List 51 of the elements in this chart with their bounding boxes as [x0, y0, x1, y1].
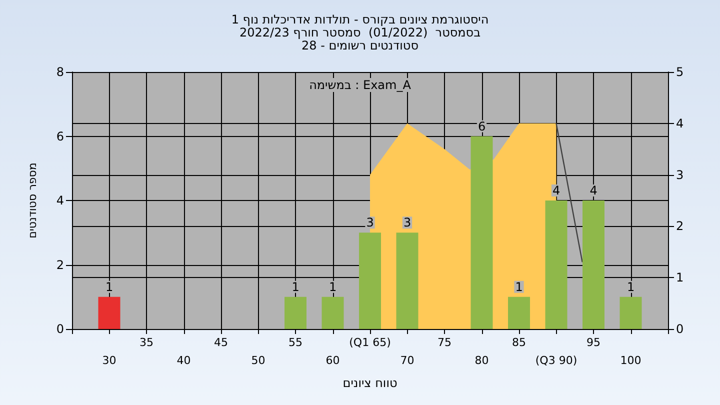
data-label: 1 [515, 280, 523, 294]
x-tick-label: (Q3 90) [535, 354, 578, 367]
annotation: במשימה : Exam_A [309, 78, 412, 92]
bar [359, 232, 381, 329]
bar [470, 136, 493, 329]
x-tick-label: 30 [102, 354, 116, 367]
data-label: 1 [105, 280, 114, 294]
bar [98, 296, 120, 329]
data-label: 1 [328, 280, 337, 294]
y-tick-label: 8 [56, 65, 64, 79]
y2-tick-label: 0 [676, 322, 684, 336]
x2-tick-label: 85 [512, 336, 526, 349]
data-label: 4 [590, 184, 598, 198]
y-tick-label: 0 [56, 322, 64, 336]
bar [284, 296, 306, 329]
x2-tick-label: 45 [214, 336, 228, 349]
bar [620, 296, 642, 329]
y2-tick-label: 4 [676, 116, 684, 130]
data-label: 1 [292, 280, 300, 294]
y2-tick-label: 2 [676, 219, 684, 234]
y-tick-label: 6 [56, 129, 64, 144]
data-label: 4 [552, 184, 560, 198]
data-label: 1 [626, 280, 635, 294]
x-tick-label: 40 [176, 354, 191, 367]
y-tick-label: 4 [56, 194, 64, 208]
x2-tick-label: 75 [438, 336, 452, 349]
bar [322, 296, 344, 329]
data-label: 3 [366, 216, 374, 230]
bar [508, 296, 530, 329]
y2-tick-label: 5 [676, 65, 684, 79]
x-tick-label: 100 [620, 354, 642, 367]
x-tick-label: 50 [251, 354, 266, 367]
y2-tick-label: 3 [676, 168, 684, 182]
data-label: 3 [403, 216, 412, 230]
chart-subtitle: בסמסטר (01/2022) סמסטר חורף 2022/23 סטודנטים רשומים - 28 [239, 26, 481, 52]
x-tick-label: 80 [474, 354, 489, 367]
x-axis-title: טווח ציונים [342, 376, 398, 390]
x-tick-label: 70 [400, 354, 414, 367]
chart-title: היסטוגרמת ציונים בקורס - תולדות אדריכלות נוף 1 [231, 12, 489, 26]
y-axis-title: מספר סטודנטים [26, 162, 39, 238]
x2-tick-label: (Q1 65) [349, 336, 391, 349]
data-label: 6 [478, 119, 486, 134]
x2-tick-label: 95 [586, 336, 600, 349]
x-tick-label: 60 [326, 354, 340, 367]
bar [545, 200, 568, 329]
y2-tick-label: 1 [676, 270, 684, 285]
x2-tick-label: 55 [288, 336, 302, 349]
bar [396, 232, 418, 329]
bar [582, 200, 604, 329]
y-tick-label: 2 [56, 258, 64, 272]
x2-tick-label: 35 [140, 336, 154, 349]
